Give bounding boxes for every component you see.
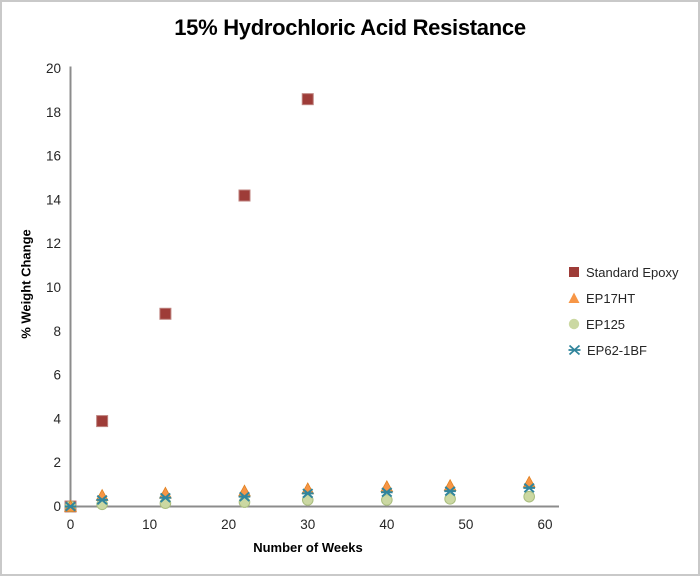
legend-item-standard-epoxy: Standard Epoxy	[568, 259, 679, 285]
data-point-ep62-1bf	[381, 487, 393, 498]
triangle-marker-icon	[568, 292, 580, 303]
x-tick-label: 50	[458, 517, 473, 532]
data-point-ep125	[238, 496, 251, 508]
x-tick-label: 30	[300, 517, 315, 532]
data-point-standard-epoxy	[301, 93, 314, 106]
data-point-ep125	[381, 494, 393, 506]
data-point-ep62-1bf	[301, 488, 314, 499]
legend: Standard Epoxy EP17HT EP125 EP62-1BF	[568, 259, 679, 363]
data-point-ep62-1bf	[523, 482, 535, 493]
legend-item-ep125: EP125	[568, 311, 679, 337]
legend-label-ep125: EP125	[586, 316, 626, 332]
data-point-standard-epoxy	[159, 307, 172, 320]
circle-marker-icon	[568, 318, 580, 330]
legend-item-ep62-1bf: EP62-1BF	[568, 337, 679, 363]
legend-label-ep62-1bf: EP62-1BF	[587, 342, 647, 358]
data-point-ep62-1bf	[159, 492, 172, 503]
data-point-ep125	[159, 497, 172, 510]
x-tick-label: 60	[537, 517, 552, 532]
y-tick-label: 20	[46, 61, 61, 76]
x-marker-icon	[568, 344, 581, 356]
y-axis-title: % Weight Change	[18, 229, 34, 339]
data-point-ep125	[444, 493, 456, 505]
x-tick-label: 0	[67, 517, 75, 532]
legend-label-ep17ht: EP17HT	[586, 290, 636, 306]
square-marker-shape	[569, 267, 579, 277]
chart-title: 15% Hydrochloric Acid Resistance	[174, 15, 526, 40]
triangle-marker-shape	[568, 292, 580, 303]
y-tick-label: 18	[46, 105, 61, 120]
x-marker-shape	[568, 344, 581, 356]
x-tick-label: 40	[379, 517, 394, 532]
y-tick-label: 14	[46, 192, 62, 207]
data-point-standard-epoxy	[96, 415, 109, 428]
square-marker-icon	[569, 267, 579, 277]
y-tick-label: 6	[53, 368, 61, 383]
y-tick-label: 16	[46, 149, 61, 164]
data-point-ep62-1bf	[444, 486, 456, 497]
y-tick-label: 10	[46, 280, 61, 295]
data-point-ep125	[523, 490, 535, 503]
x-tick-label: 20	[221, 517, 236, 532]
y-tick-label: 0	[53, 499, 61, 514]
y-tick-label: 4	[53, 411, 61, 426]
circle-marker-shape	[568, 318, 580, 330]
y-tick-label: 2	[53, 455, 61, 470]
data-point-ep62-1bf	[96, 494, 108, 505]
legend-label-standard-epoxy: Standard Epoxy	[586, 264, 679, 280]
legend-item-ep17ht: EP17HT	[568, 285, 679, 311]
data-point-ep62-1bf	[238, 491, 251, 502]
data-point-ep62-1bf	[64, 501, 77, 512]
x-tick-label: 10	[142, 517, 157, 532]
x-axis-title: Number of Weeks	[253, 540, 363, 555]
y-tick-label: 8	[53, 324, 61, 339]
y-tick-label: 12	[46, 236, 61, 251]
data-point-standard-epoxy	[238, 189, 251, 202]
